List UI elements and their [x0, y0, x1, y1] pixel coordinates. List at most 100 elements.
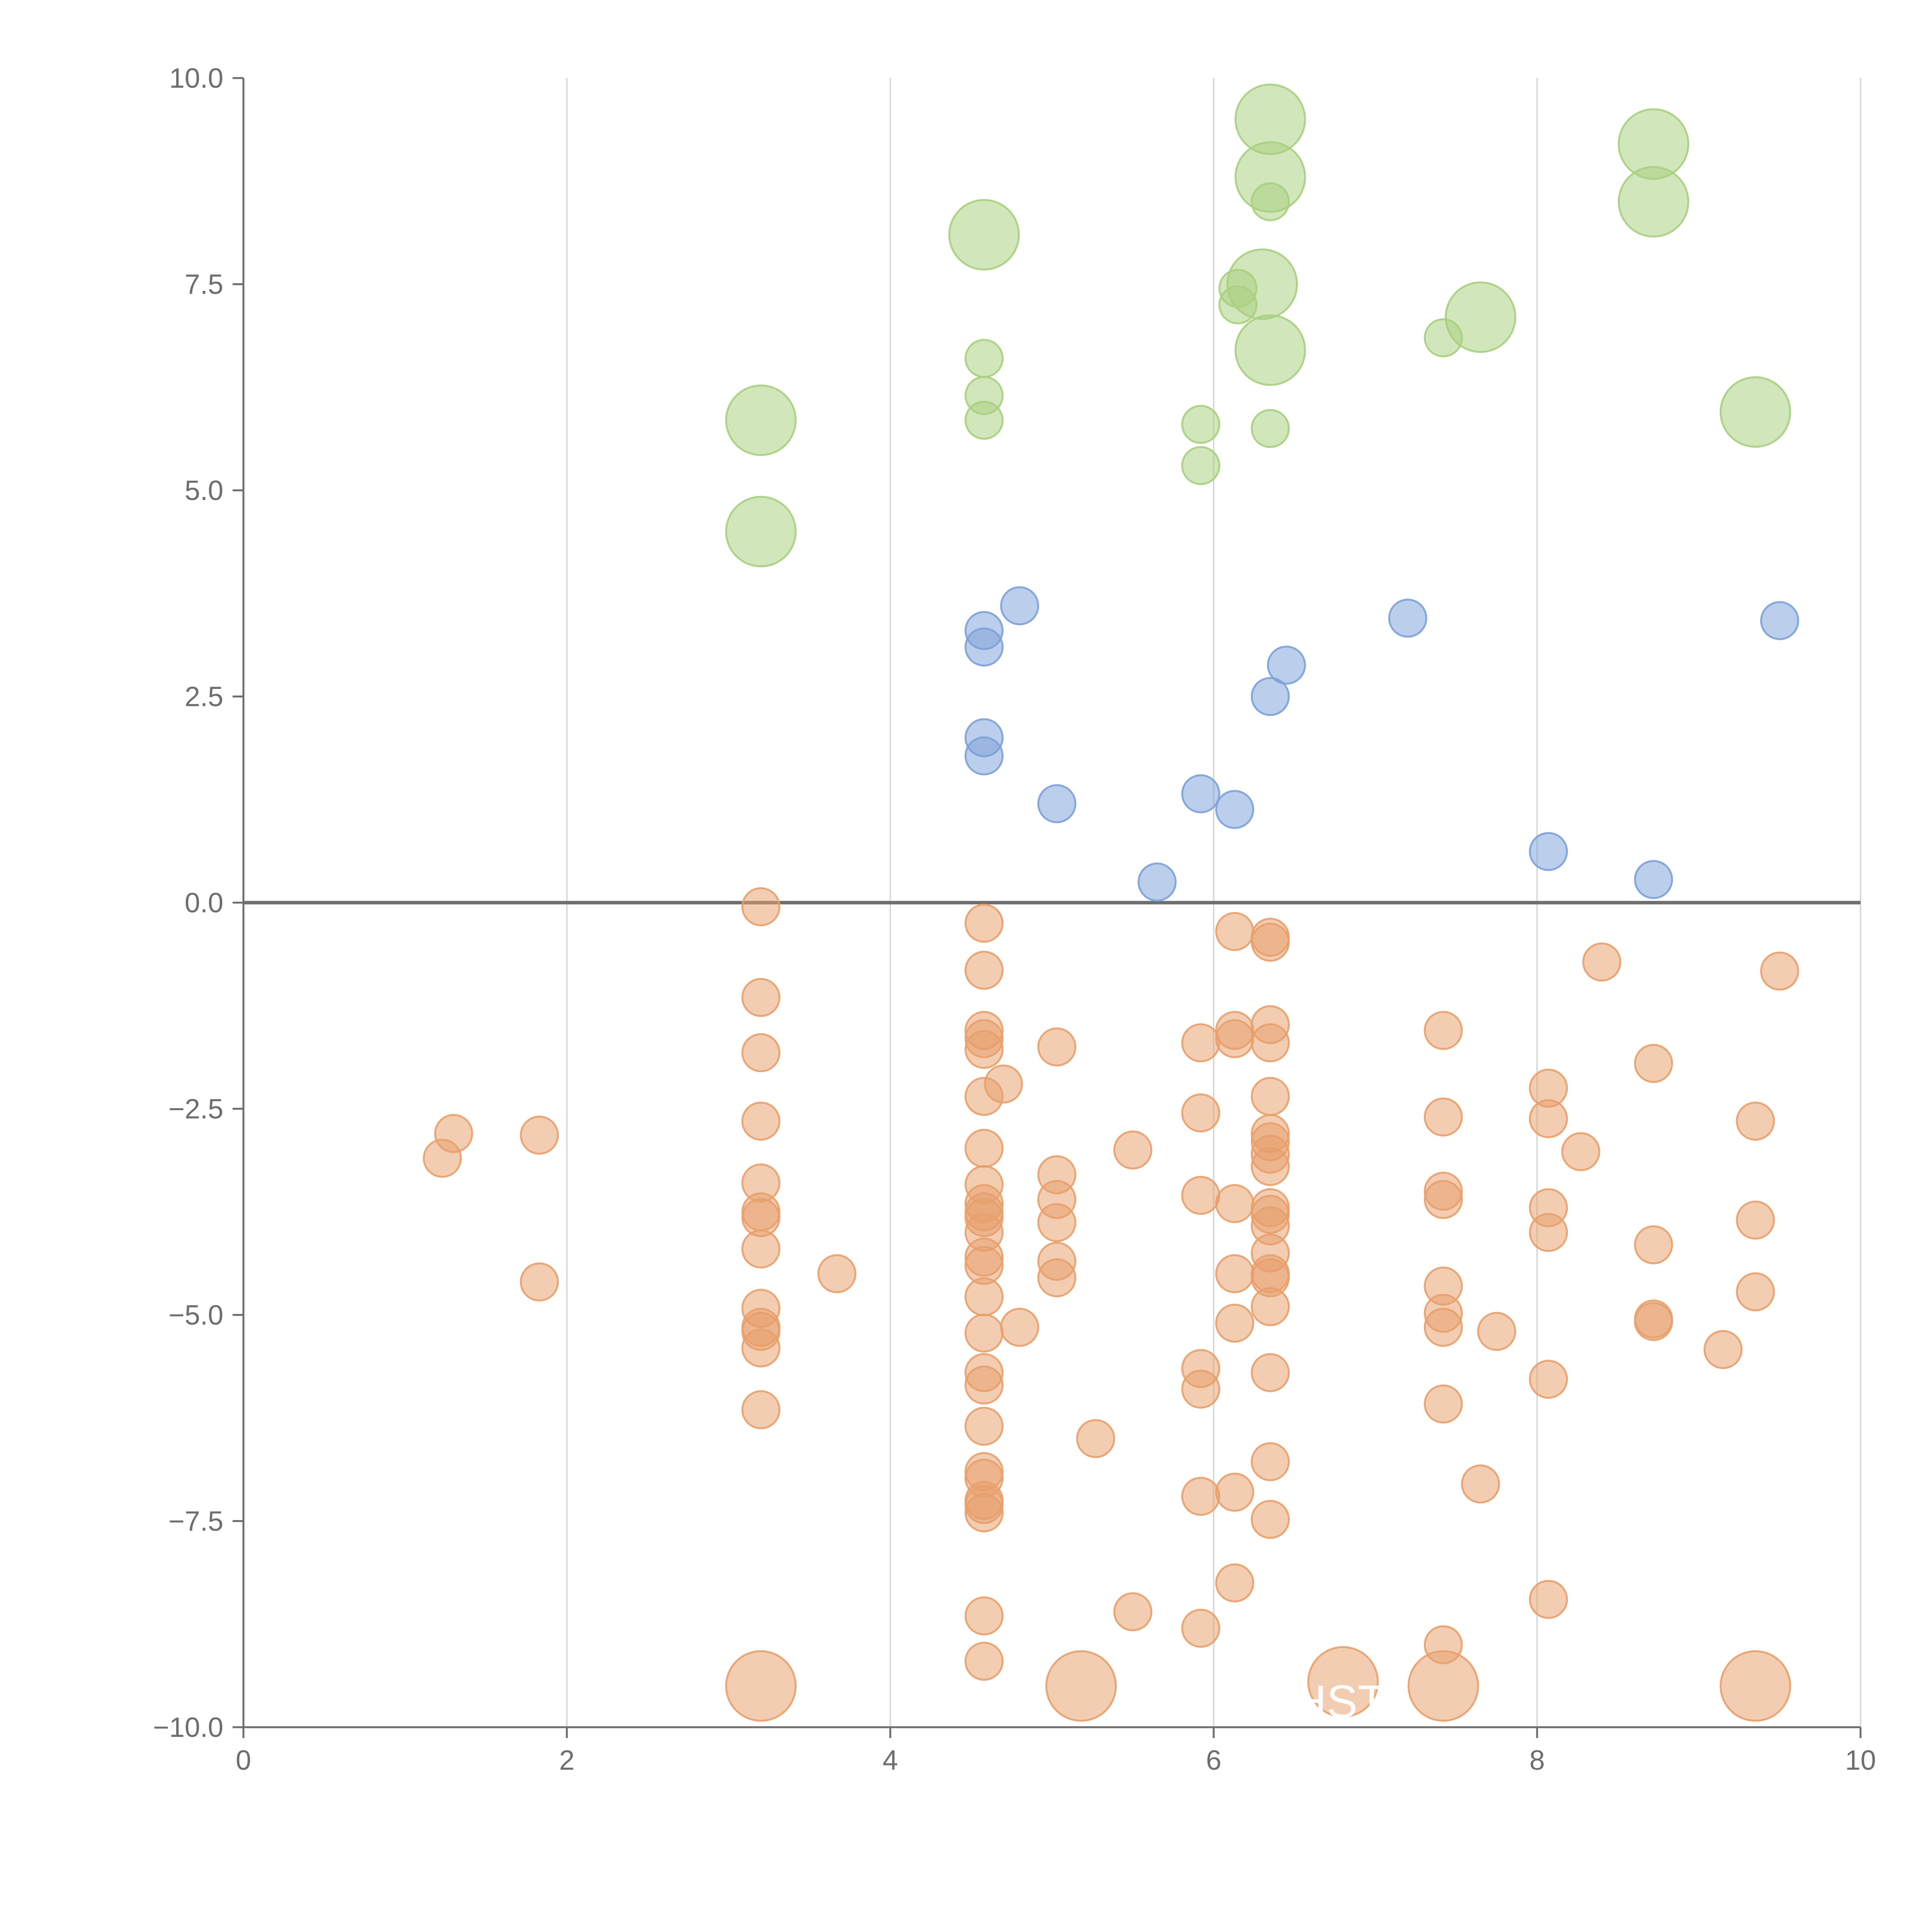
orange-point	[1703, 1330, 1743, 1369]
orange-point	[1250, 1023, 1290, 1063]
orange-point	[741, 1390, 781, 1429]
orange-point	[964, 1406, 1004, 1446]
x-tick-label: 6	[1206, 1745, 1221, 1776]
orange-point	[1477, 1312, 1516, 1351]
orange-point	[1215, 1254, 1254, 1293]
orange-point	[741, 1102, 781, 1141]
orange-point	[1250, 1077, 1290, 1116]
orange-point	[1736, 1102, 1775, 1141]
blue-point	[1000, 586, 1039, 626]
orange-point	[1561, 1132, 1600, 1171]
y-tick-label: 5.0	[185, 475, 223, 506]
orange-point	[1529, 1213, 1568, 1252]
y-tick-label: −10.0	[153, 1712, 223, 1743]
orange-point	[1037, 1203, 1077, 1242]
orange-point	[1307, 1646, 1379, 1718]
green-point	[725, 384, 797, 456]
orange-point	[741, 1033, 781, 1072]
y-tick-label: −7.5	[168, 1506, 223, 1537]
orange-point	[1634, 1044, 1673, 1083]
orange-point	[984, 1064, 1023, 1104]
blue-point	[964, 627, 1004, 667]
orange-point	[1250, 1287, 1290, 1327]
x-tick-label: 0	[236, 1745, 251, 1776]
orange-point	[1250, 1353, 1290, 1392]
green-point	[964, 339, 1004, 378]
orange-point	[1181, 1093, 1221, 1133]
blue-point	[1267, 645, 1306, 685]
orange-point	[964, 1641, 1004, 1681]
orange-point	[1529, 1580, 1568, 1619]
green-point	[1181, 446, 1221, 485]
orange-point	[1181, 1023, 1221, 1063]
orange-point	[1215, 912, 1254, 951]
blue-point	[1529, 832, 1568, 871]
orange-point	[520, 1116, 559, 1155]
x-tick-label: 4	[883, 1745, 898, 1776]
orange-point	[1582, 942, 1621, 982]
green-point	[1423, 318, 1463, 357]
data-points	[423, 83, 1799, 1722]
green-point	[948, 199, 1020, 270]
orange-point	[1215, 1303, 1254, 1343]
orange-point	[1181, 1176, 1221, 1215]
orange-point	[1113, 1592, 1153, 1631]
green-point	[1218, 285, 1258, 325]
annotations: GHST	[1257, 1676, 1386, 1728]
orange-point	[741, 1328, 781, 1367]
blue-point	[1634, 860, 1673, 899]
orange-point	[1407, 1650, 1479, 1722]
orange-point	[1215, 1563, 1254, 1603]
orange-point	[1634, 1302, 1673, 1341]
y-tick-label: 10.0	[169, 63, 223, 94]
orange-point	[1736, 1272, 1775, 1311]
orange-point	[1045, 1650, 1117, 1722]
orange-point	[964, 1365, 1004, 1405]
green-point	[1250, 182, 1290, 221]
orange-point	[1529, 1359, 1568, 1399]
orange-point	[964, 1493, 1004, 1532]
axes	[233, 77, 1862, 1738]
orange-point	[1250, 922, 1290, 962]
x-tick-label: 8	[1529, 1745, 1545, 1776]
blue-point	[1138, 862, 1177, 902]
orange-point	[1736, 1201, 1775, 1240]
orange-point	[1113, 1130, 1153, 1170]
orange-point	[1215, 1184, 1254, 1223]
orange-point	[1719, 1650, 1791, 1722]
orange-point	[1423, 1180, 1463, 1219]
green-point	[1445, 281, 1517, 353]
orange-point	[1215, 1019, 1254, 1058]
green-point	[1617, 166, 1689, 238]
orange-point	[1760, 951, 1799, 991]
orange-point	[1634, 1225, 1673, 1265]
orange-point	[1037, 1258, 1077, 1298]
orange-point	[741, 1229, 781, 1269]
y-tick-label: −5.0	[168, 1300, 223, 1331]
orange-point	[964, 1129, 1004, 1168]
green-point	[1719, 376, 1791, 448]
orange-point	[741, 887, 781, 927]
orange-point	[964, 951, 1004, 990]
orange-point	[741, 978, 781, 1017]
orange-point	[1423, 1097, 1463, 1137]
x-tick-label: 10	[1845, 1745, 1876, 1776]
orange-point	[1423, 1011, 1463, 1050]
orange-point	[1250, 1500, 1290, 1539]
orange-point	[1529, 1099, 1568, 1138]
orange-point	[964, 1313, 1004, 1353]
orange-point	[1423, 1384, 1463, 1423]
orange-point	[1037, 1027, 1077, 1066]
annotation-label: GHST	[1257, 1676, 1386, 1728]
blue-point	[1181, 774, 1221, 813]
orange-point	[964, 1277, 1004, 1316]
orange-point	[1076, 1419, 1115, 1458]
blue-point	[1760, 601, 1799, 640]
y-tick-label: 7.5	[185, 269, 223, 300]
blue-point	[1388, 599, 1427, 638]
green-point	[964, 401, 1004, 440]
orange-point	[1423, 1308, 1463, 1347]
y-tick-label: 2.5	[185, 682, 223, 713]
orange-point	[1250, 1147, 1290, 1186]
